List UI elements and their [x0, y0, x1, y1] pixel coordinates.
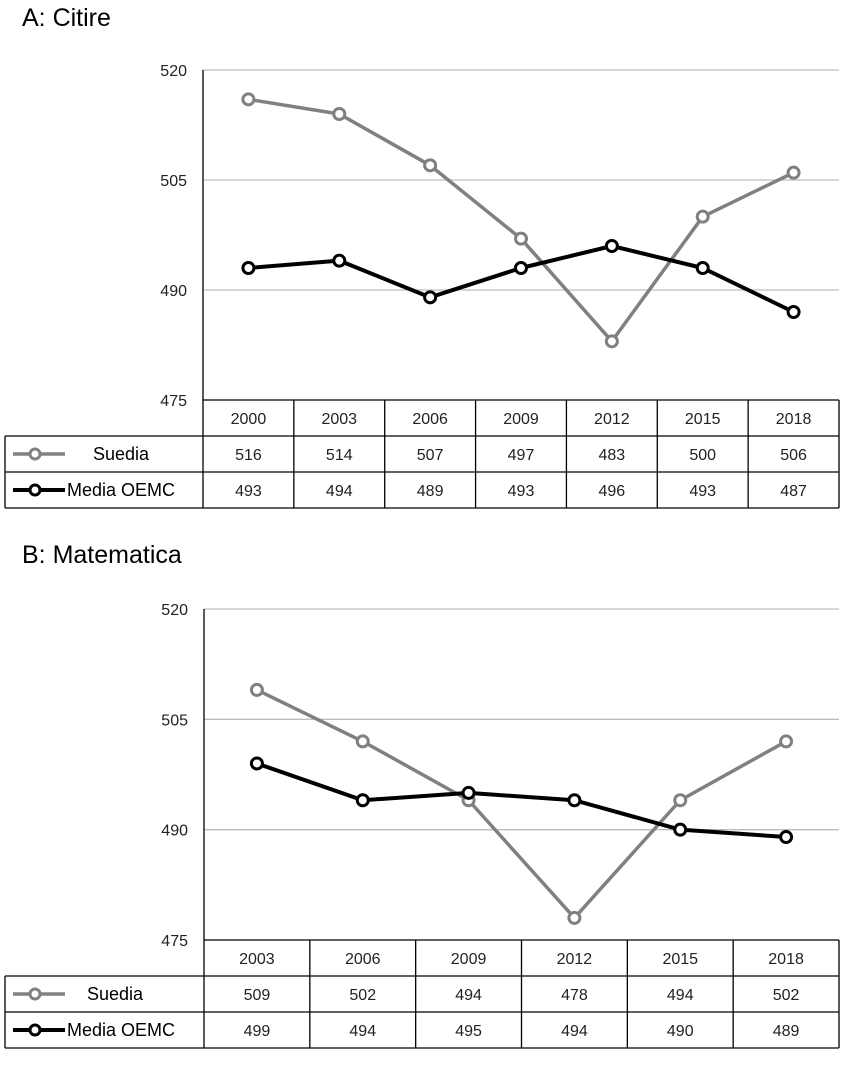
chart-1-x-tick-label: 2015 [662, 951, 698, 968]
chart-1-series-point-1 [249, 756, 264, 771]
chart-0-x-tick-label: 2009 [503, 411, 539, 428]
chart-1-x-tick-label: 2012 [557, 951, 593, 968]
chart-1-legend-label-0: Suedia [87, 984, 144, 1004]
chart-0-series-point-1 [241, 261, 256, 275]
chart-1-data-label: 502 [349, 987, 376, 1004]
chart-1-series-point-1 [567, 793, 582, 808]
chart-0-series-point-0 [514, 231, 528, 246]
chart-0-series-point-0 [604, 334, 619, 349]
chart-0-x-tick-label: 2000 [231, 411, 267, 428]
chart-0-series-point-1 [514, 261, 528, 275]
chart-1-data-label: 499 [244, 1023, 271, 1040]
chart-0-legend-marker-0 [28, 447, 42, 461]
chart-1-y-tick-label: 475 [161, 933, 188, 950]
chart-b-title: B: Matematica [22, 541, 182, 569]
chart-0-x-tick-label: 2006 [412, 411, 448, 428]
chart-0-x-tick-label: 2018 [776, 411, 812, 428]
chart-0-x-tick-label: 2015 [685, 411, 721, 428]
chart-0-x-tick-label: 2012 [594, 411, 630, 428]
chart-1-data-label: 494 [561, 1023, 588, 1040]
chart-0-y-tick-label: 490 [160, 283, 187, 300]
chart-0-series-point-0 [695, 209, 710, 224]
chart-0-y-tick-label: 505 [160, 173, 187, 190]
chart-1-x-tick-label: 2003 [239, 951, 275, 968]
chart-1-x-tick-label: 2006 [345, 951, 381, 968]
chart-0-y-tick-label: 475 [160, 393, 187, 410]
chart-1-series-line-0 [256, 688, 787, 920]
chart-1-data-label: 494 [455, 987, 482, 1004]
chart-0-data-label: 507 [417, 447, 444, 464]
chart-0-data-label: 493 [235, 483, 262, 500]
chart-0-legend-marker-1 [28, 483, 42, 497]
chart-1-series-point-1 [673, 822, 688, 837]
chart-0-data-label: 497 [508, 447, 535, 464]
chart-0-series-point-0 [423, 158, 438, 173]
chart-1-series-point-1 [355, 793, 370, 808]
chart-0-series-point-1 [604, 239, 619, 253]
chart-0-data-label: 483 [599, 447, 626, 464]
chart-1-data-label: 495 [455, 1023, 482, 1040]
chart-0-data-label: 493 [689, 483, 716, 500]
chart-0-data-label: 514 [326, 447, 353, 464]
chart-1-legend-marker-1 [28, 1023, 42, 1037]
chart-1-data-label: 502 [773, 987, 800, 1004]
chart-1-x-tick-label: 2009 [451, 951, 487, 968]
chart-1-x-tick-label: 2018 [768, 951, 804, 968]
chart-0-data-label: 493 [508, 483, 535, 500]
chart-0-series-point-1 [423, 290, 438, 305]
chart-0-x-tick-label: 2003 [321, 411, 357, 428]
chart-1-y-tick-label: 520 [161, 602, 188, 619]
chart-1-series-point-0 [567, 910, 582, 925]
chart-b-math: 475 490 505 520 2003 2006 2009 2012 2015 2018 Sued… [4, 602, 840, 1049]
chart-1-data-label: 478 [561, 987, 588, 1004]
chart-1-series-point-0 [355, 734, 370, 749]
chart-1-series-point-0 [779, 734, 794, 749]
chart-0-series-point-0 [241, 92, 256, 107]
chart-1-y-tick-label: 490 [161, 823, 188, 840]
chart-1-series-point-0 [249, 682, 264, 697]
chart-1-series-point-0 [673, 793, 688, 808]
chart-0-data-label: 516 [235, 447, 262, 464]
chart-0-data-label: 500 [689, 447, 716, 464]
chart-1-y-tick-label: 505 [161, 712, 188, 729]
chart-1-data-label: 494 [349, 1023, 376, 1040]
chart-1-series-line-1 [256, 761, 787, 840]
chart-1-series-point-1 [461, 785, 476, 800]
chart-0-data-label: 489 [417, 483, 444, 500]
chart-0-data-label: 496 [599, 483, 626, 500]
chart-0-series-point-1 [786, 305, 801, 319]
chart-0-data-label: 487 [780, 483, 807, 500]
chart-1-data-label: 489 [773, 1023, 800, 1040]
chart-1-data-label: 490 [667, 1023, 694, 1040]
chart-0-legend-label-1: Media OEMC [67, 480, 175, 500]
chart-1-series-point-1 [779, 830, 794, 845]
chart-0-y-tick-label: 520 [160, 63, 187, 80]
chart-1-legend-label-1: Media OEMC [67, 1020, 175, 1040]
chart-a-reading: 475 490 505 520 2000 2003 2006 2009 2012 2015 2018… [4, 63, 840, 509]
chart-0-series-point-0 [332, 107, 347, 121]
chart-0-data-label: 494 [326, 483, 353, 500]
chart-0-series-point-0 [786, 165, 801, 180]
chart-0-legend-label-0: Suedia [93, 444, 150, 464]
chart-1-legend-marker-0 [28, 987, 42, 1001]
chart-1-data-label: 494 [667, 987, 694, 1004]
chart-1-data-label: 509 [244, 987, 271, 1004]
chart-0-series-point-1 [695, 261, 710, 275]
chart-0-data-label: 506 [780, 447, 807, 464]
chart-a-title: A: Citire [22, 4, 111, 32]
chart-0-series-point-1 [332, 253, 347, 268]
